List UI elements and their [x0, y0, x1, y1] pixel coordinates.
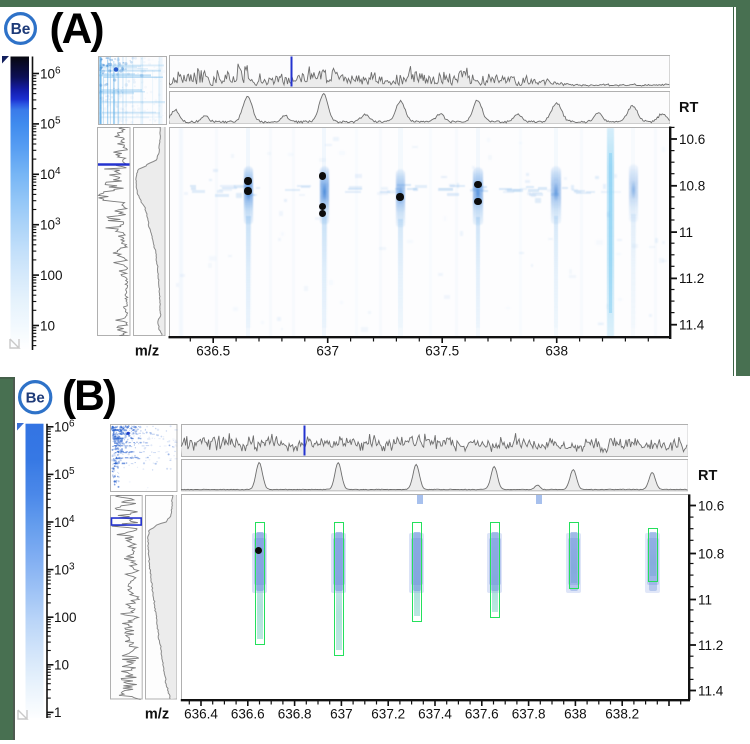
svg-text:Be: Be: [10, 21, 30, 38]
svg-text:638: 638: [564, 706, 587, 721]
svg-text:637: 637: [330, 706, 353, 721]
svg-text:10.8: 10.8: [698, 546, 724, 561]
svg-text:RT: RT: [679, 100, 698, 116]
svg-text:637: 637: [316, 344, 339, 359]
svg-text:100: 100: [54, 610, 77, 625]
svg-text:Be: Be: [25, 389, 44, 406]
svg-text:10: 10: [54, 658, 69, 673]
svg-text:10.6: 10.6: [698, 498, 724, 513]
svg-text:10: 10: [54, 562, 69, 577]
svg-text:11: 11: [679, 225, 693, 240]
svg-text:11.2: 11.2: [698, 638, 723, 653]
svg-text:4: 4: [55, 166, 61, 177]
svg-text:3: 3: [55, 217, 61, 228]
svg-text:638: 638: [545, 344, 568, 359]
svg-text:5: 5: [69, 466, 75, 477]
svg-text:11.4: 11.4: [698, 683, 724, 698]
svg-text:10: 10: [54, 420, 69, 435]
svg-text:10.8: 10.8: [679, 179, 705, 194]
svg-text:637.2: 637.2: [371, 706, 405, 721]
svg-text:10: 10: [54, 515, 69, 530]
svg-text:5: 5: [55, 116, 61, 127]
svg-text:3: 3: [69, 561, 75, 572]
svg-text:1: 1: [54, 705, 62, 720]
svg-text:10.6: 10.6: [679, 132, 705, 147]
svg-text:RT: RT: [698, 468, 717, 484]
svg-text:6: 6: [69, 419, 75, 430]
svg-text:10: 10: [40, 167, 55, 182]
svg-text:10: 10: [40, 318, 55, 333]
svg-text:m/z: m/z: [145, 706, 169, 722]
svg-text:m/z: m/z: [135, 344, 159, 360]
svg-text:10: 10: [40, 117, 55, 132]
svg-text:636.8: 636.8: [278, 706, 312, 721]
svg-text:637.6: 637.6: [465, 706, 499, 721]
svg-text:6: 6: [55, 65, 61, 76]
svg-text:100: 100: [40, 268, 63, 283]
svg-text:636.6: 636.6: [231, 706, 265, 721]
svg-text:637.5: 637.5: [425, 344, 459, 359]
svg-text:636.5: 636.5: [196, 344, 230, 359]
svg-text:11: 11: [698, 592, 712, 607]
svg-text:637.8: 637.8: [512, 706, 546, 721]
svg-text:4: 4: [69, 514, 75, 525]
svg-text:11.2: 11.2: [679, 271, 704, 286]
svg-text:11.4: 11.4: [679, 318, 705, 333]
svg-text:636.4: 636.4: [184, 706, 218, 721]
svg-text:10: 10: [40, 218, 55, 233]
svg-text:637.4: 637.4: [418, 706, 452, 721]
svg-text:10: 10: [54, 467, 69, 482]
svg-text:638.2: 638.2: [605, 706, 639, 721]
svg-text:10: 10: [40, 66, 55, 81]
